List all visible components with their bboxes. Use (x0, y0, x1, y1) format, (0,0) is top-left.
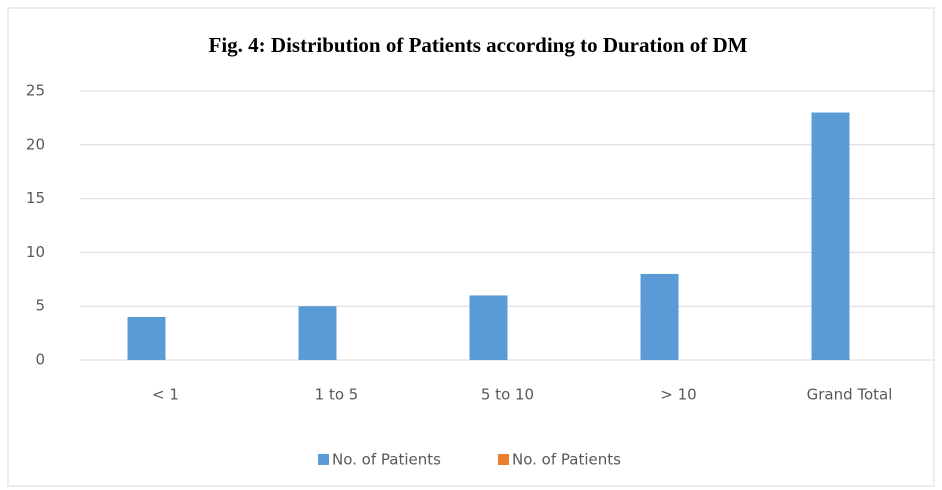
bar (127, 316, 166, 360)
chart-frame (7, 7, 935, 487)
x-tick-label: < 1 (152, 386, 179, 404)
legend-swatch (318, 454, 329, 465)
x-tick-label: 5 to 10 (481, 386, 534, 404)
bar (640, 273, 679, 360)
x-tick-label: 1 to 5 (315, 386, 359, 404)
bar (811, 112, 850, 361)
bar (469, 295, 508, 360)
y-tick-label: 25 (26, 82, 45, 100)
chart-title: Fig. 4: Distribution of Patients accordi… (209, 33, 748, 57)
legend-label: No. of Patients (332, 451, 441, 469)
legend-swatch (498, 454, 509, 465)
x-tick-label: > 10 (660, 386, 696, 404)
x-tick-label: Grand Total (807, 386, 893, 404)
y-tick-label: 15 (26, 189, 45, 207)
y-tick-label: 20 (26, 135, 45, 153)
bar (298, 306, 337, 360)
y-tick-label: 10 (26, 243, 45, 261)
y-tick-label: 5 (35, 297, 45, 315)
y-tick-label: 0 (35, 351, 45, 369)
legend-label: No. of Patients (512, 451, 621, 469)
